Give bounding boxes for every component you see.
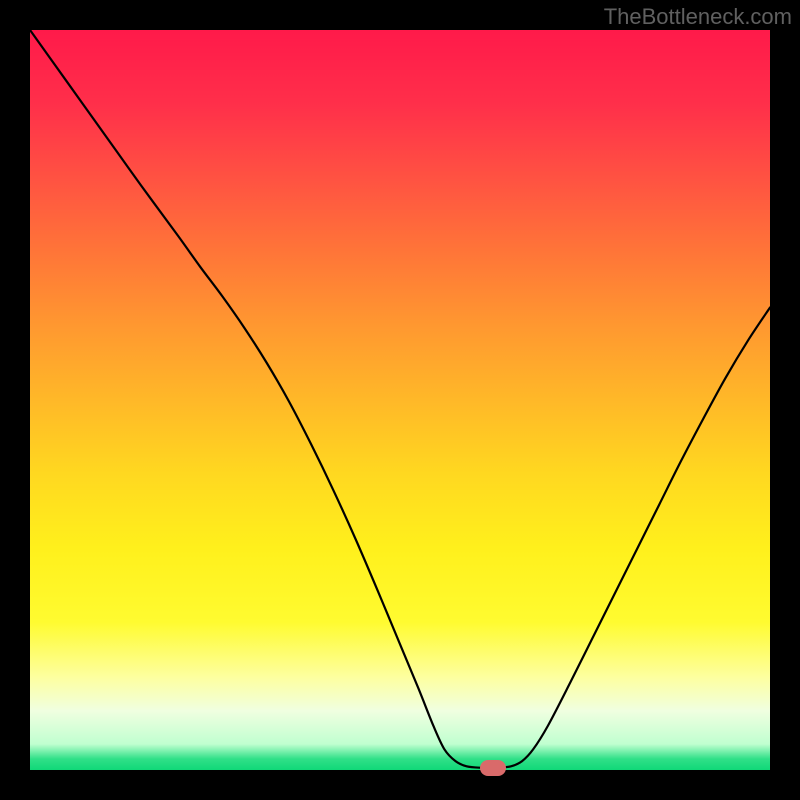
chart-container: TheBottleneck.com xyxy=(0,0,800,800)
plot-area xyxy=(30,30,770,770)
watermark-text: TheBottleneck.com xyxy=(604,4,792,30)
gradient-background xyxy=(30,30,770,770)
optimal-point-marker xyxy=(480,760,506,776)
plot-svg xyxy=(30,30,770,770)
